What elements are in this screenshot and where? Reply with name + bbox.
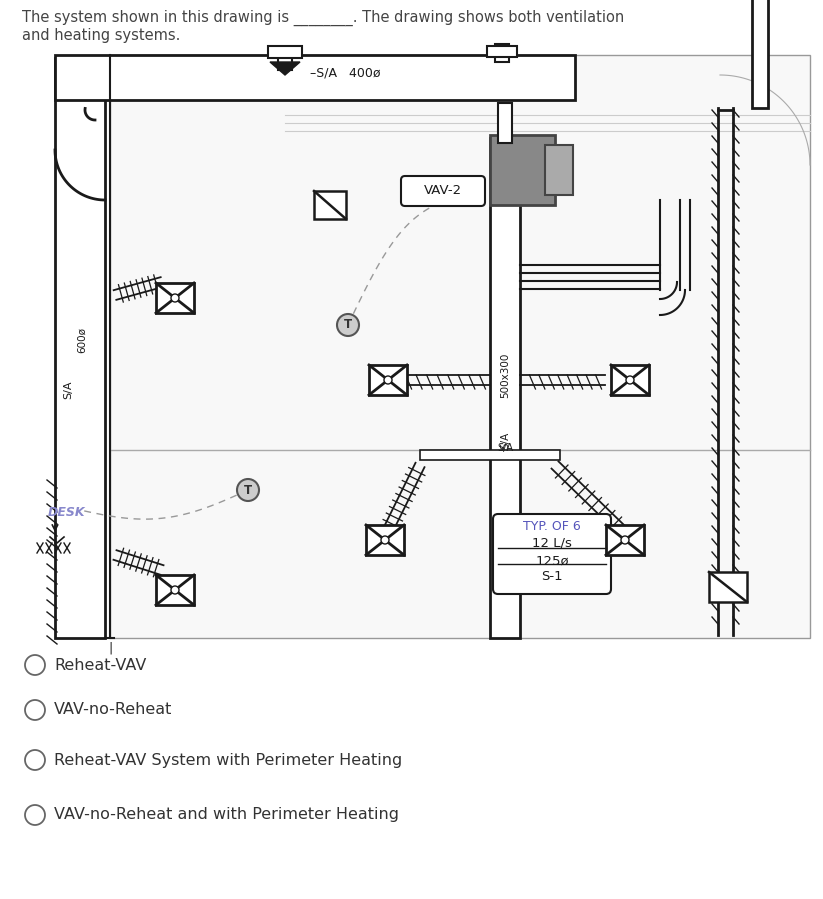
Bar [490, 135, 555, 205]
Bar [314, 191, 346, 219]
Text: |: | [108, 642, 112, 654]
FancyBboxPatch shape [493, 514, 611, 594]
Bar [55, 58, 105, 638]
Text: 125ø: 125ø [535, 555, 569, 567]
Bar [110, 55, 810, 638]
Text: VAV-no-Reheat and with Perimeter Heating: VAV-no-Reheat and with Perimeter Heating [54, 807, 399, 823]
Bar [498, 103, 512, 143]
Text: Reheat-VAV System with Perimeter Heating: Reheat-VAV System with Perimeter Heating [54, 752, 402, 768]
Circle shape [25, 750, 45, 770]
Text: VAV-no-Reheat: VAV-no-Reheat [54, 702, 172, 717]
Bar [545, 145, 573, 195]
Bar [369, 365, 407, 395]
Text: DESK: DESK [48, 506, 86, 520]
Text: The system shown in this drawing is ________. The drawing shows both ventilation: The system shown in this drawing is ____… [22, 10, 625, 26]
Bar [709, 572, 747, 602]
Circle shape [621, 536, 629, 544]
Bar [495, 44, 509, 62]
Text: VAV-2: VAV-2 [424, 184, 462, 198]
Text: 12 L/s: 12 L/s [532, 537, 572, 549]
Circle shape [381, 536, 389, 544]
Circle shape [384, 376, 392, 384]
Bar [156, 283, 194, 313]
Text: 600ø: 600ø [77, 327, 87, 353]
Text: S/A: S/A [63, 381, 73, 399]
Bar [490, 138, 520, 638]
Bar [606, 525, 644, 555]
Circle shape [25, 805, 45, 825]
Bar [55, 55, 575, 100]
Text: T: T [344, 318, 352, 332]
Circle shape [171, 586, 179, 594]
Bar [611, 365, 649, 395]
Bar [366, 525, 404, 555]
Bar [156, 575, 194, 605]
Text: S/A: S/A [500, 432, 510, 449]
Circle shape [171, 294, 179, 302]
FancyBboxPatch shape [401, 176, 485, 206]
Polygon shape [270, 62, 300, 75]
Circle shape [237, 479, 259, 501]
Text: and heating systems.: and heating systems. [22, 28, 180, 43]
Text: Reheat-VAV: Reheat-VAV [54, 657, 146, 672]
Text: S/A: S/A [497, 443, 513, 453]
Bar [420, 450, 560, 460]
Bar [268, 46, 302, 58]
Circle shape [626, 376, 634, 384]
Text: TYP. OF 6: TYP. OF 6 [523, 521, 581, 533]
Text: T: T [244, 484, 252, 496]
Circle shape [337, 314, 359, 336]
Text: S-1: S-1 [542, 571, 563, 583]
Bar [752, 0, 768, 108]
Circle shape [25, 655, 45, 675]
Text: –S/A   400ø: –S/A 400ø [310, 67, 380, 79]
Text: 500x300: 500x300 [500, 352, 510, 397]
Bar [278, 52, 292, 70]
Circle shape [25, 700, 45, 720]
Bar [487, 46, 517, 57]
